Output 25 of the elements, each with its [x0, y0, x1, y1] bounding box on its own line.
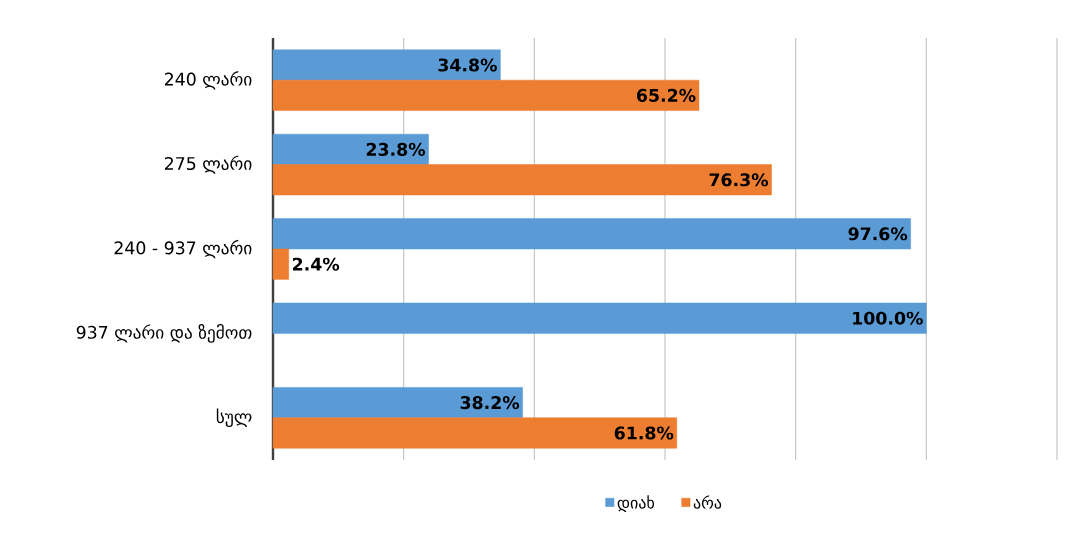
bar: [272, 218, 911, 250]
y-tick-label: 275 ლარი: [164, 155, 252, 174]
y-tick-label: 240 - 937 ლარი: [114, 239, 252, 259]
bar: [272, 417, 678, 449]
data-label: 38.2%: [460, 396, 520, 410]
data-label: 100.0%: [853, 311, 923, 325]
bar: [272, 248, 289, 280]
data-label: 76.3%: [709, 173, 769, 187]
bar: [272, 387, 523, 419]
y-tick-label: სულ: [216, 408, 252, 428]
data-label: 65.2%: [636, 88, 696, 102]
y-tick-label: 240 ლარი: [164, 70, 252, 90]
bar: [272, 49, 501, 81]
bar: [272, 164, 772, 196]
bar: [272, 302, 927, 334]
legend-label: არა: [693, 495, 722, 509]
bar: [272, 79, 700, 111]
legend-label: დიახ: [617, 495, 654, 513]
bar: [272, 133, 429, 165]
data-label: 23.8%: [366, 142, 426, 156]
y-tick-label: 937 ლარი და ზემოთ: [76, 324, 252, 343]
data-label: 2.4%: [293, 257, 340, 271]
data-label: 97.6%: [848, 227, 908, 241]
data-label: 61.8%: [614, 426, 674, 440]
data-label: 34.8%: [438, 58, 497, 72]
